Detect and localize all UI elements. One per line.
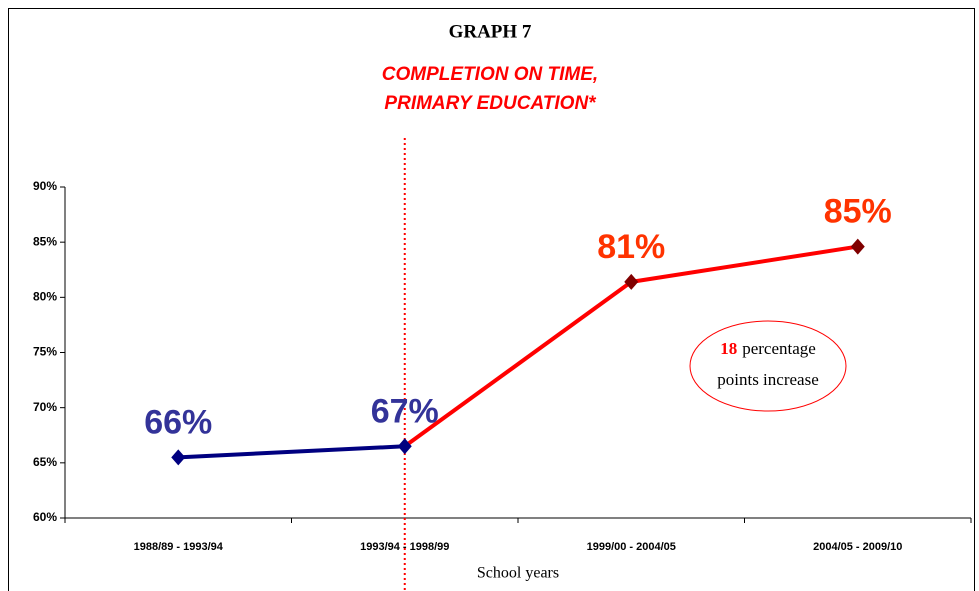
y-tick-label: 90% (33, 179, 57, 193)
y-tick-label: 80% (33, 290, 57, 304)
annotation-text: points increase (717, 370, 819, 389)
y-tick-label: 85% (33, 234, 57, 248)
line-segment (178, 444, 405, 460)
y-tick-label: 70% (33, 400, 57, 414)
marker (850, 238, 865, 255)
x-tick-label: 1988/89 - 1993/94 (134, 541, 224, 553)
x-tick-label: 2004/05 - 2009/10 (813, 541, 902, 553)
annotation-text: 18 percentage (720, 339, 816, 358)
annotation-ellipse (689, 320, 847, 412)
annotation-number: 18 (720, 339, 737, 358)
x-tick-label: 1999/00 - 2004/05 (587, 541, 676, 553)
line-segment (630, 244, 859, 284)
annotation-line: percentage (742, 339, 816, 358)
chart-subtitle: COMPLETION ON TIME, (382, 64, 598, 85)
chart-border (8, 8, 975, 591)
chart-title: GRAPH 7 (449, 21, 532, 42)
data-label: 66% (144, 403, 212, 441)
marker (397, 438, 412, 455)
data-label: 85% (824, 193, 892, 231)
data-label: 67% (371, 392, 439, 430)
data-label: 81% (597, 228, 665, 266)
y-tick-label: 60% (33, 510, 57, 524)
x-tick-label: 1993/94 - 1998/99 (360, 541, 449, 553)
chart-subtitle: PRIMARY EDUCATION* (384, 93, 597, 114)
y-tick-label: 65% (33, 455, 57, 469)
y-tick-label: 75% (33, 345, 57, 359)
marker (624, 273, 639, 290)
line-segment (403, 280, 633, 448)
x-axis-label: School years (477, 565, 559, 582)
marker (171, 449, 186, 466)
